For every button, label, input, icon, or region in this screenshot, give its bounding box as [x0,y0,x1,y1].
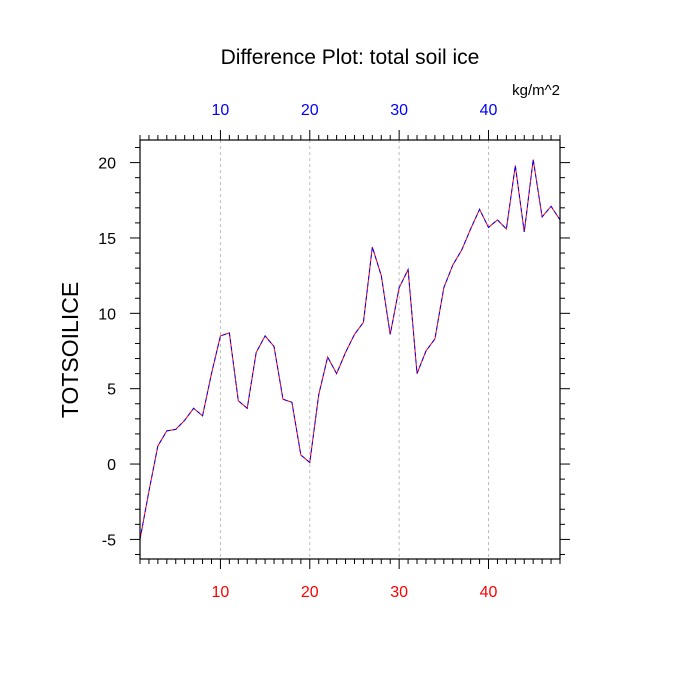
chart-title: Difference Plot: total soil ice [221,46,480,69]
axis-ticks [130,130,570,569]
x-tick-label-bottom: 40 [480,584,498,601]
x-tick-label-top: 40 [480,102,498,119]
y-tick-label: 10 [98,306,116,323]
series-line-red [139,159,561,540]
x-tick-label-top: 30 [390,102,408,119]
y-tick-label: 5 [107,382,116,399]
series-lines [139,159,561,540]
grid-lines [219,140,490,559]
series-line-blue [139,159,561,540]
y-tick-label: 0 [107,457,116,474]
y-tick-label: -5 [102,532,116,549]
x-tick-label-top: 20 [301,102,319,119]
x-tick-label-bottom: 20 [301,584,319,601]
y-tick-label: 15 [98,231,116,248]
x-tick-label-bottom: 30 [390,584,408,601]
units-label: kg/m^2 [512,82,560,99]
x-tick-label-top: 10 [212,102,230,119]
x-tick-label-bottom: 10 [212,584,230,601]
tick-labels: 10 10 20 20 30 30 40 40 -5 0 5 10 15 20 [98,102,497,601]
plot-frame [139,139,561,560]
y-tick-label: 20 [98,156,116,173]
y-axis-label: TOTSOILICE [57,282,83,418]
